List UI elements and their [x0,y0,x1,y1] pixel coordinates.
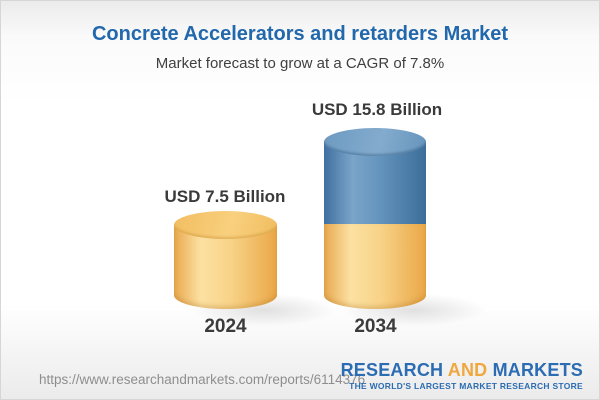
bar-2034-base-segment [324,224,426,309]
chart-subtitle: Market forecast to grow at a CAGR of 7.8… [155,55,445,72]
logo-word-research: RESEARCH [340,360,444,380]
bar-2034-category-label: 2034 [354,316,397,337]
report-url: https://www.researchandmarkets.com/repor… [39,372,366,387]
logo-word-markets: MARKETS [492,360,583,380]
bar-2034-cylinder-top [324,128,426,156]
chart-title: Concrete Accelerators and retarders Mark… [91,23,509,45]
bar-2024-value-label: USD 7.5 Billion [164,187,286,206]
bar-2024-cylinder-body [174,225,277,309]
bar-2024-cylinder-top [174,211,277,239]
logo-wordmark: RESEARCH AND MARKETS [341,361,583,379]
bar-2024-category-label: 2024 [204,316,247,337]
logo-tagline: THE WORLD'S LARGEST MARKET RESEARCH STOR… [349,381,583,391]
bar-2034-value-label: USD 15.8 Billion [311,100,443,119]
research-and-markets-logo: RESEARCH AND MARKETS THE WORLD'S LARGEST… [341,361,583,391]
logo-word-and: AND [447,360,488,380]
